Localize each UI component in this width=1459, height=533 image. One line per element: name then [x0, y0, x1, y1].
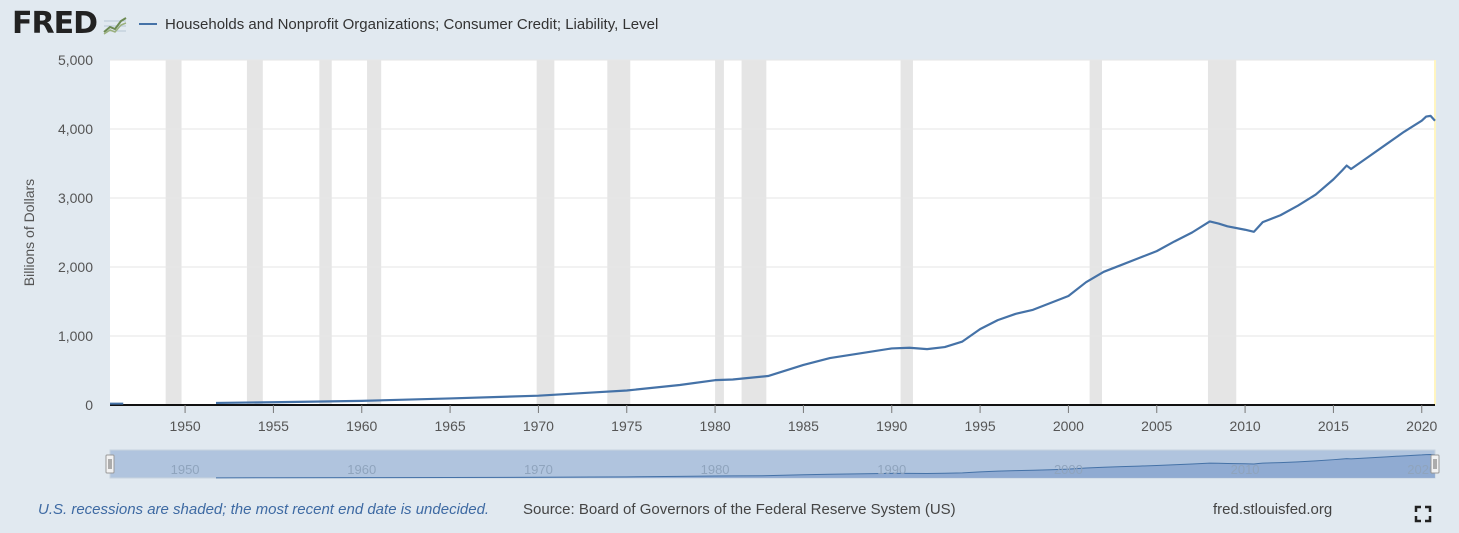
recession-band	[1089, 60, 1102, 405]
y-tick-label: 0	[85, 397, 93, 413]
recession-band	[367, 60, 382, 405]
chart-footer: U.S. recessions are shaded; the most rec…	[0, 498, 1459, 524]
x-tick-label: 2020	[1406, 418, 1437, 434]
site-link[interactable]: fred.stlouisfed.org	[1213, 501, 1333, 518]
legend-series-label[interactable]: Households and Nonprofit Organizations; …	[165, 15, 659, 33]
fred-logo[interactable]: FRED	[12, 6, 98, 41]
x-tick-label: 2015	[1318, 418, 1349, 434]
x-tick-label: 2005	[1141, 418, 1172, 434]
y-tick-label: 5,000	[58, 52, 93, 68]
expand-icon[interactable]	[1413, 504, 1433, 524]
x-tick-label: 2010	[1230, 418, 1261, 434]
x-tick-label: 1980	[700, 418, 731, 434]
navigator-year-label: 2000	[1054, 462, 1083, 477]
fred-logo-graph-icon	[102, 13, 128, 35]
x-tick-label: 1950	[170, 418, 201, 434]
series-line	[215, 114, 1436, 405]
chart-header: FRED Households and Nonprofit Organizati…	[12, 6, 658, 42]
source-text: Source: Board of Governors of the Federa…	[523, 501, 956, 518]
x-tick-label: 1960	[346, 418, 377, 434]
navigator-year-label: 1970	[524, 462, 553, 477]
recession-band	[165, 60, 182, 405]
x-tick-label: 1985	[788, 418, 819, 434]
recession-band	[741, 60, 767, 405]
x-tick-label: 1965	[435, 418, 466, 434]
recession-band	[607, 60, 631, 405]
x-tick-label: 1995	[965, 418, 996, 434]
y-axis-label: Billions of Dollars	[21, 179, 37, 286]
line-chart: 0 1,000 2,000 3,000 4,000 5,000 1950 1955 1960 19…	[21, 52, 1440, 479]
recession-band	[319, 60, 332, 405]
navigator-year-label: 1950	[171, 462, 200, 477]
y-tick-label: 2,000	[58, 259, 93, 275]
recession-band	[1207, 60, 1237, 405]
y-tick-label: 4,000	[58, 121, 93, 137]
navigator-left-handle[interactable]	[105, 454, 115, 474]
x-tick-label: 1970	[523, 418, 554, 434]
navigator-year-label: 2020	[1407, 462, 1436, 477]
navigator-year-label: 2010	[1231, 462, 1260, 477]
x-tick-label: 1990	[876, 418, 907, 434]
navigator-year-label: 1960	[347, 462, 376, 477]
navigator-right-handle[interactable]	[1430, 454, 1440, 474]
navigator-year-label: 1990	[877, 462, 906, 477]
recession-band	[715, 60, 724, 405]
navigator-series-line	[215, 454, 1436, 479]
x-tick-label: 1955	[258, 418, 289, 434]
navigator-year-label: 1980	[701, 462, 730, 477]
recession-band	[536, 60, 555, 405]
legend-series-swatch	[139, 23, 157, 25]
y-tick-label: 1,000	[58, 328, 93, 344]
navigator-series-area	[216, 454, 1435, 478]
recession-band	[246, 60, 263, 405]
y-tick-label: 3,000	[58, 190, 93, 206]
recession-note: U.S. recessions are shaded; the most rec…	[38, 501, 490, 518]
x-tick-label: 1975	[611, 418, 642, 434]
recession-band	[900, 60, 913, 405]
x-tick-label: 2000	[1053, 418, 1084, 434]
